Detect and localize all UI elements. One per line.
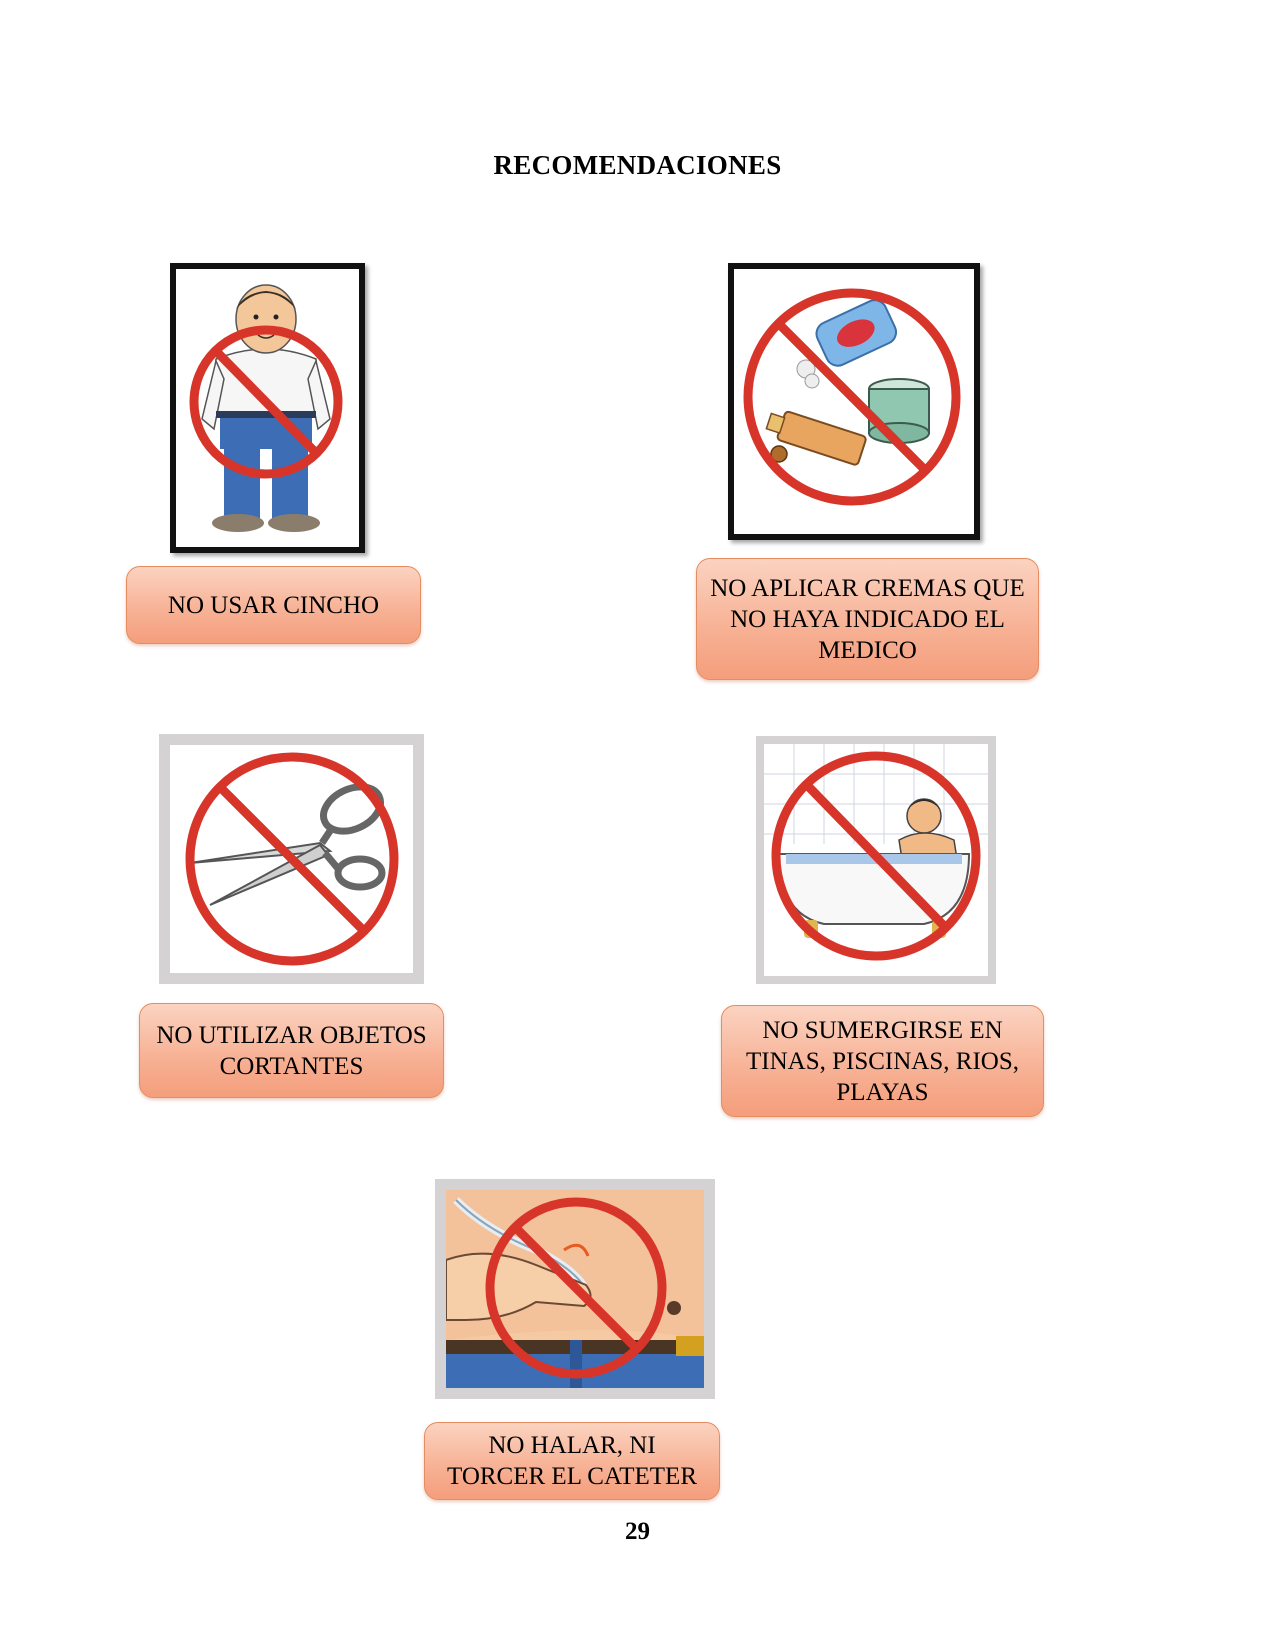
creams-prohibited-icon bbox=[728, 263, 980, 540]
man-belt-prohibited-icon bbox=[170, 263, 365, 553]
label-no-halar-ni-torcer: NO HALAR, NI TORCER EL CATETER bbox=[424, 1422, 720, 1500]
label-no-utilizar-objetos-cortantes: NO UTILIZAR OBJETOS CORTANTES bbox=[139, 1003, 444, 1098]
page-title: RECOMENDACIONES bbox=[493, 150, 782, 180]
bathtub-prohibited-icon bbox=[756, 736, 996, 984]
label-no-aplicar-cremas: NO APLICAR CREMAS QUE NO HAYA INDICADO E… bbox=[696, 558, 1039, 680]
label-no-sumergirse: NO SUMERGIRSE EN TINAS, PISCINAS, RIOS, … bbox=[721, 1005, 1044, 1117]
label-no-usar-cincho: NO USAR CINCHO bbox=[126, 566, 421, 644]
page-number: 29 bbox=[625, 1518, 650, 1545]
scissors-prohibited-icon bbox=[159, 734, 424, 984]
catheter-pull-prohibited-icon bbox=[435, 1179, 715, 1399]
